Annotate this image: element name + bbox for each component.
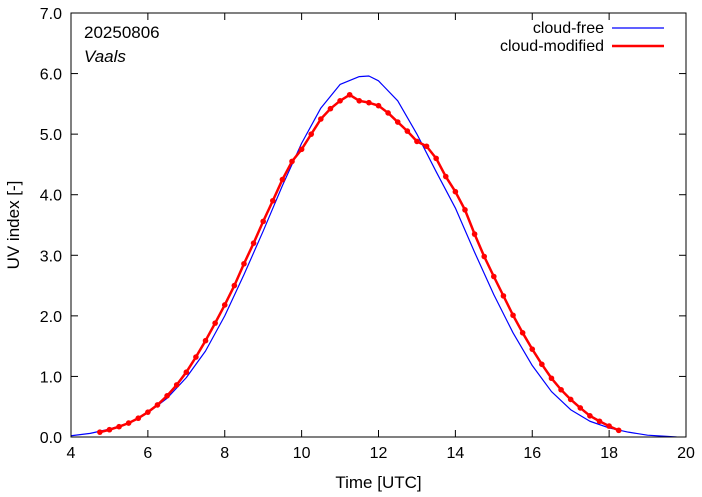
data-point-cloud-modified-50	[577, 405, 584, 411]
data-point-cloud-modified-29	[375, 102, 382, 109]
y-tick-label-4: 4.0	[40, 188, 62, 205]
data-point-cloud-modified-25	[337, 98, 343, 104]
data-point-cloud-modified-47	[548, 375, 555, 382]
location-annotation: Vaals	[84, 47, 126, 66]
data-point-cloud-modified-3	[125, 420, 132, 426]
x-tick-label-12: 12	[370, 445, 388, 462]
data-point-cloud-modified-20	[289, 158, 295, 165]
data-point-cloud-modified-19	[279, 176, 286, 183]
y-tick-label-2: 2.0	[40, 309, 62, 326]
data-point-cloud-modified-12	[212, 320, 218, 326]
series-line-cloud-free	[71, 75, 677, 437]
data-point-cloud-modified-46	[539, 361, 545, 368]
data-point-cloud-modified-32	[404, 128, 411, 134]
data-point-cloud-modified-28	[366, 99, 372, 106]
data-point-cloud-modified-15	[241, 260, 247, 267]
data-point-cloud-modified-7	[164, 393, 170, 399]
data-point-cloud-modified-0	[97, 429, 103, 435]
data-point-cloud-modified-53	[606, 423, 612, 429]
x-axis-label: Time [UTC]	[335, 473, 421, 492]
data-point-cloud-modified-9	[183, 369, 190, 375]
data-point-cloud-modified-23	[318, 116, 324, 122]
x-tick-label-10: 10	[293, 445, 311, 462]
ticks-layer: 4 6 8 10 12 14 16 18 20 0.0 1.0 2.0 3.0 4.0 5.0 6.0 7.0	[40, 6, 695, 462]
data-point-cloud-modified-35	[433, 155, 439, 162]
x-tick-label-20: 20	[677, 445, 695, 462]
data-point-cloud-modified-42	[500, 293, 507, 299]
data-point-cloud-modified-34	[423, 143, 430, 150]
data-point-cloud-modified-26	[346, 91, 353, 98]
data-point-cloud-modified-21	[298, 146, 305, 153]
data-point-cloud-modified-2	[116, 423, 122, 430]
data-point-cloud-modified-40	[481, 253, 488, 260]
data-point-cloud-modified-8	[173, 382, 180, 388]
data-point-cloud-modified-22	[308, 131, 315, 137]
data-point-cloud-modified-24	[327, 105, 334, 112]
data-point-cloud-modified-11	[202, 337, 209, 344]
data-point-cloud-modified-51	[587, 413, 593, 419]
y-tick-label-1: 1.0	[40, 369, 62, 386]
data-point-cloud-modified-39	[471, 231, 478, 237]
y-tick-label-5: 5.0	[40, 127, 62, 144]
date-annotation: 20250806	[84, 23, 160, 42]
data-point-cloud-modified-6	[154, 402, 161, 408]
data-point-cloud-modified-5	[145, 409, 151, 415]
data-point-cloud-modified-36	[442, 173, 449, 180]
y-tick-label-7: 7.0	[40, 6, 62, 23]
data-point-cloud-modified-41	[491, 273, 497, 280]
data-point-cloud-modified-18	[270, 197, 276, 204]
y-tick-label-0: 0.0	[40, 430, 62, 447]
data-point-cloud-modified-44	[519, 330, 526, 336]
data-point-cloud-modified-10	[193, 354, 199, 360]
data-point-cloud-modified-43	[510, 312, 516, 319]
data-point-cloud-modified-45	[529, 346, 536, 352]
x-tick-label-6: 6	[143, 445, 152, 462]
data-point-cloud-modified-30	[385, 110, 391, 116]
legend: cloud-free cloud-modified	[500, 20, 664, 55]
data-point-cloud-modified-17	[260, 218, 266, 225]
data-point-cloud-modified-37	[452, 188, 459, 195]
y-tick-label-3: 3.0	[40, 248, 62, 265]
data-point-cloud-modified-33	[414, 138, 420, 145]
data-point-cloud-modified-38	[462, 207, 468, 213]
y-tick-label-6: 6.0	[40, 67, 62, 84]
legend-label-cloud-free: cloud-free	[533, 20, 604, 37]
y-axis-label: UV index [-]	[4, 181, 23, 270]
data-point-cloud-modified-4	[135, 415, 142, 422]
data-point-cloud-modified-49	[567, 396, 574, 403]
data-point-cloud-modified-52	[596, 418, 603, 425]
series-layer	[71, 75, 677, 437]
data-point-cloud-modified-14	[231, 282, 238, 289]
x-tick-label-4: 4	[67, 445, 76, 462]
legend-label-cloud-modified: cloud-modified	[500, 38, 604, 55]
data-point-cloud-modified-54	[615, 427, 622, 434]
data-point-cloud-modified-48	[558, 386, 564, 393]
data-point-cloud-modified-27	[356, 98, 363, 104]
x-tick-label-18: 18	[600, 445, 618, 462]
x-tick-label-8: 8	[220, 445, 229, 462]
x-tick-label-14: 14	[446, 445, 464, 462]
data-point-cloud-modified-13	[221, 302, 228, 308]
x-tick-label-16: 16	[523, 445, 541, 462]
data-point-cloud-modified-31	[394, 119, 401, 125]
data-point-cloud-modified-16	[250, 240, 257, 246]
data-point-cloud-modified-1	[106, 426, 113, 433]
